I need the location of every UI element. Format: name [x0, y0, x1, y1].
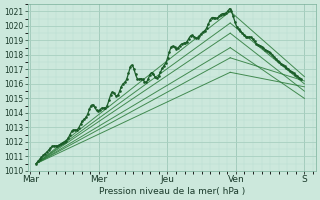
X-axis label: Pression niveau de la mer( hPa ): Pression niveau de la mer( hPa ): [99, 187, 245, 196]
